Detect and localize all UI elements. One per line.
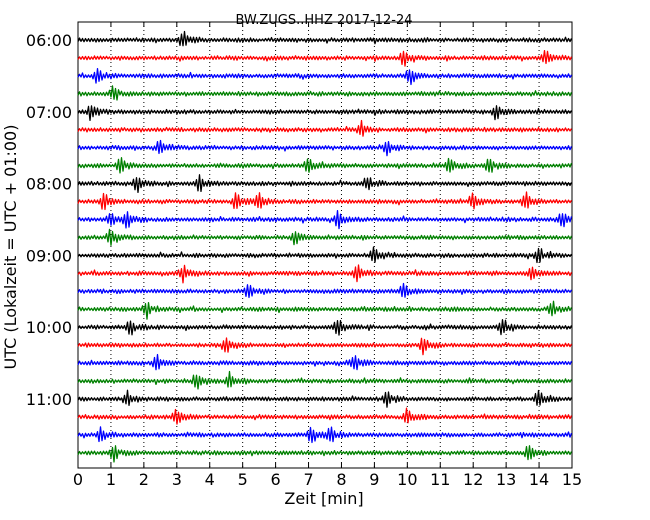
trace-0745 [77,157,573,174]
x-axis-label: Zeit [min] [284,489,363,508]
x-tick-label: 6 [271,470,281,489]
y-tick-label: 10:00 [26,318,72,337]
x-tick-label: 13 [496,470,516,489]
x-tick-label: 8 [336,470,346,489]
x-tick-label: 12 [463,470,483,489]
trace-0915 [77,264,573,284]
tick-marks [77,22,573,468]
trace-1130 [77,426,573,444]
trace-0715 [77,119,573,137]
trace-0700 [77,105,573,122]
trace-1045 [77,370,573,390]
chart-title: BW.ZUGS..HHZ 2017-12-24 [235,13,412,28]
y-tick-label: 07:00 [26,103,72,122]
trace-1100 [77,389,573,408]
y-tick-label: 06:00 [26,31,72,50]
x-tick-label: 11 [430,470,450,489]
x-tick-labels: 0 1 2 3 4 5 6 7 8 9 10 11 12 13 14 15 [73,470,582,489]
plot-border [77,21,573,469]
grid-lines [78,22,572,468]
trace-0800 [77,174,573,194]
y-tick-label: 08:00 [26,175,72,194]
x-tick-label: 9 [369,470,379,489]
trace-0630 [77,67,573,86]
trace-0600 [77,30,573,47]
trace-1015 [77,337,573,356]
trace-0945 [77,300,573,320]
trace-1030 [77,353,573,371]
x-tick-label: 5 [238,470,248,489]
x-tick-label: 3 [172,470,182,489]
trace-0645 [77,85,573,101]
y-axis-label: UTC (Lokalzeit = UTC + 01:00) [1,125,20,370]
trace-0615 [77,49,573,67]
y-tick-label: 09:00 [26,246,72,265]
x-tick-label: 4 [205,470,215,489]
trace-1145 [77,445,573,463]
plot-frame [77,21,573,469]
trace-0900 [77,246,573,264]
y-tick-label: 11:00 [26,390,72,409]
trace-0930 [77,282,573,299]
x-tick-label: 1 [106,470,116,489]
trace-0815 [77,191,573,211]
trace-0830 [77,210,573,230]
x-tick-label: 14 [529,470,549,489]
trace-0845 [77,228,573,246]
x-tick-label: 0 [73,470,83,489]
trace-0730 [77,139,573,157]
trace-1115 [77,407,573,425]
traces [77,30,573,463]
x-tick-label: 2 [139,470,149,489]
y-tick-labels: 06:00 07:00 08:00 09:00 10:00 11:00 [26,31,72,409]
x-tick-label: 10 [397,470,417,489]
trace-1000 [77,319,573,336]
x-tick-label: 7 [303,470,313,489]
x-tick-label: 15 [562,470,582,489]
